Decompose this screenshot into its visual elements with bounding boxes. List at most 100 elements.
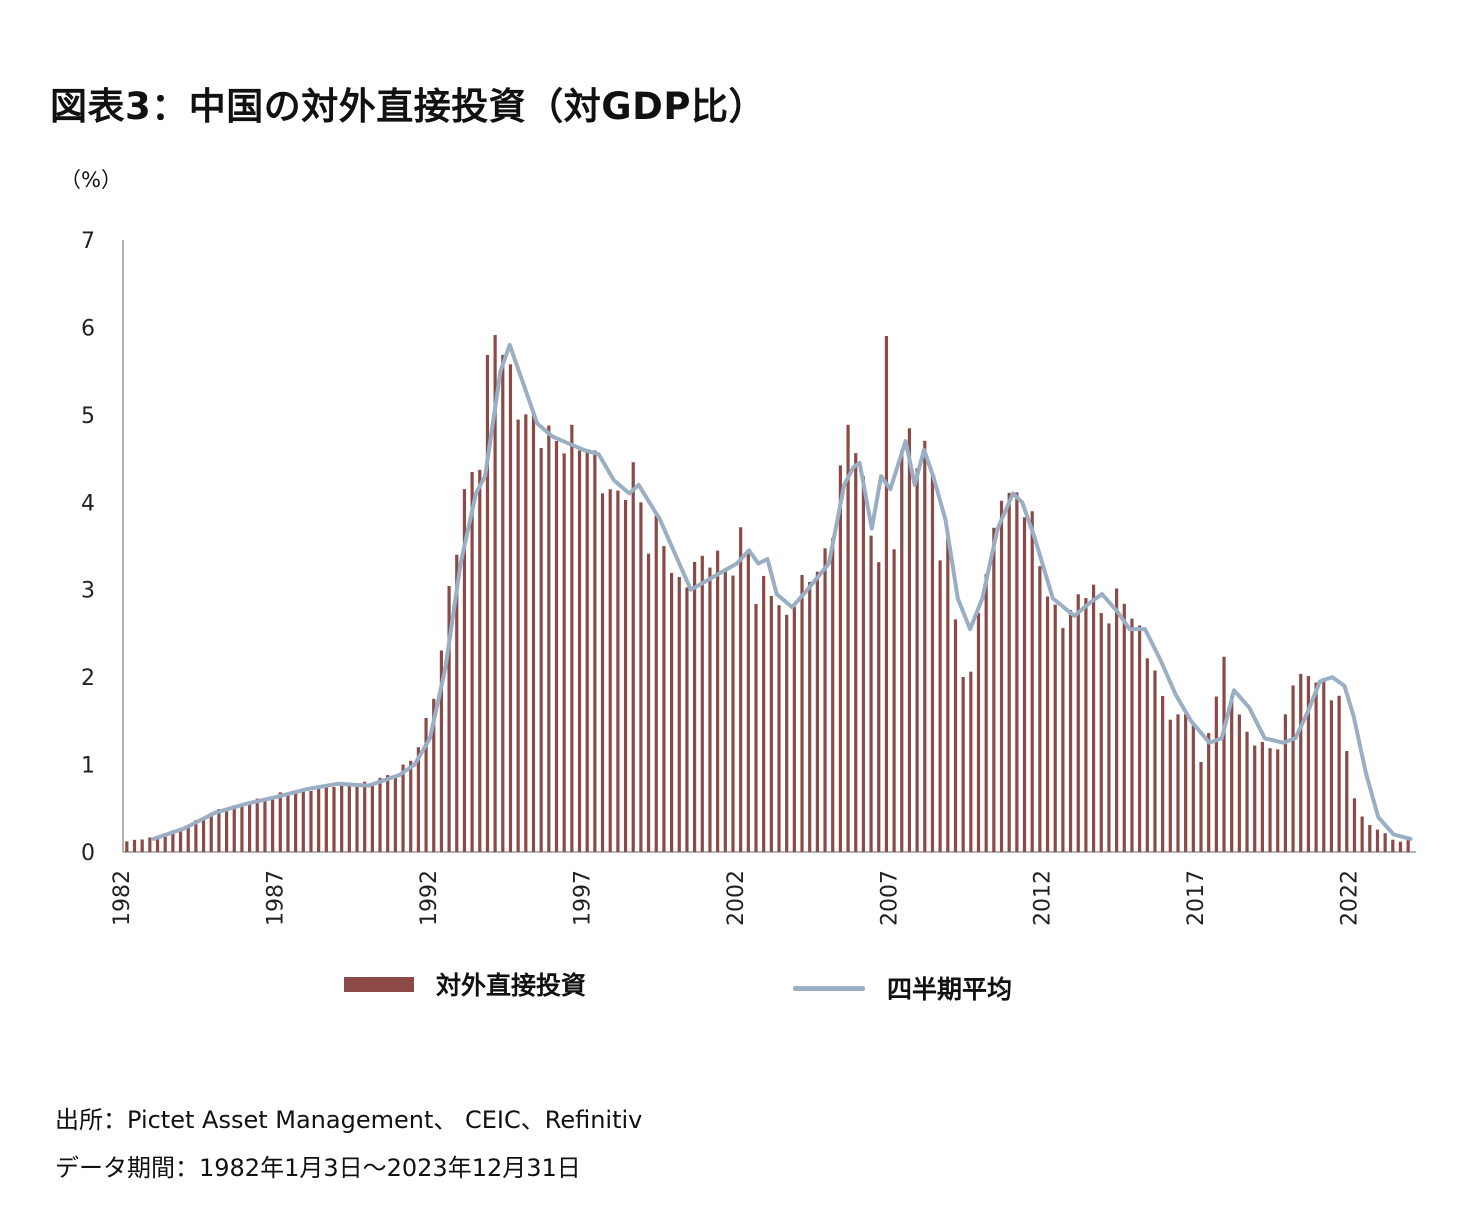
bar	[1214, 696, 1218, 852]
y-tick-label: 0	[81, 841, 95, 866]
bar	[769, 596, 773, 852]
bar	[969, 671, 973, 852]
bar	[1191, 723, 1195, 852]
bar	[1176, 714, 1180, 852]
bar	[1268, 748, 1272, 852]
bar	[823, 548, 827, 852]
x-tick-label: 1987	[263, 870, 288, 926]
bar	[1260, 741, 1264, 852]
y-axis-unit-label: （%）	[60, 168, 122, 192]
bar	[1130, 618, 1134, 852]
bar	[984, 573, 988, 852]
bar	[731, 575, 735, 852]
bar	[1352, 798, 1357, 852]
bar	[401, 764, 405, 852]
bar	[455, 554, 459, 852]
bar	[378, 777, 382, 852]
bar	[125, 841, 129, 852]
bar	[386, 775, 390, 852]
bar	[516, 419, 520, 852]
legend-line-swatch	[793, 985, 865, 991]
bar	[708, 567, 712, 852]
bar	[324, 786, 328, 852]
y-tick-label: 2	[81, 666, 95, 691]
bar	[1138, 625, 1142, 852]
bar	[739, 527, 743, 852]
x-tick-label: 1982	[110, 870, 135, 926]
bar	[1168, 719, 1172, 852]
bar	[700, 555, 704, 852]
bar	[693, 561, 697, 852]
bar	[424, 717, 428, 852]
bar	[493, 335, 497, 852]
bar	[148, 837, 152, 852]
bar	[1153, 670, 1157, 852]
source-note: 出所：Pictet Asset Management、 CEIC、Refinit…	[55, 1106, 643, 1134]
bar	[593, 450, 597, 852]
bar	[524, 414, 528, 852]
bar	[301, 788, 305, 852]
bar	[1398, 841, 1403, 852]
bar	[271, 796, 275, 852]
bar	[1329, 700, 1334, 852]
data-period-note: データ期間：1982年1月3日～2023年12月31日	[55, 1154, 581, 1182]
bar	[585, 452, 589, 852]
chart-title: 図表3：中国の対外直接投資（対GDP比）	[50, 85, 766, 128]
bar	[1230, 695, 1234, 852]
bar	[1237, 714, 1241, 852]
bar	[485, 354, 490, 852]
chart-axes	[122, 240, 1416, 853]
bar	[992, 527, 996, 852]
bar	[946, 537, 950, 852]
bar	[892, 549, 896, 852]
y-tick-label: 6	[81, 316, 95, 341]
bar	[884, 336, 889, 853]
bar	[1245, 731, 1249, 852]
bar	[1145, 658, 1149, 852]
bar	[1299, 673, 1303, 852]
x-axis-ticks: 1982 1987 1992 1997 2002 2007 2012 2017 2022	[110, 870, 1363, 926]
bar	[616, 490, 620, 852]
legend-item-fdi: 対外直接投資	[344, 966, 586, 1002]
bar	[1406, 837, 1410, 852]
bar	[531, 414, 536, 852]
bar	[501, 354, 505, 852]
bar	[646, 553, 651, 852]
y-axis-ticks: 0 1 2 3 4 5 6 7	[81, 229, 95, 866]
bar	[562, 453, 566, 852]
bar	[1030, 511, 1034, 852]
bar	[263, 799, 267, 852]
bar	[808, 581, 812, 852]
bar	[332, 787, 336, 852]
bar	[631, 462, 635, 852]
y-tick-label: 7	[81, 229, 95, 254]
bar	[869, 535, 873, 852]
bar	[999, 500, 1004, 852]
bar	[608, 489, 612, 852]
bar	[340, 781, 344, 852]
bar	[508, 364, 513, 852]
bar	[1368, 825, 1372, 852]
bar	[1015, 492, 1019, 852]
bar	[1253, 745, 1257, 852]
bar	[393, 776, 397, 852]
bar	[716, 550, 720, 852]
bar	[163, 834, 167, 852]
bar	[447, 586, 451, 852]
bar	[240, 804, 244, 852]
bar	[217, 808, 221, 852]
bar	[1283, 714, 1288, 852]
bar	[309, 790, 313, 852]
quarterly-average-line	[151, 342, 1413, 841]
y-tick-label: 3	[81, 579, 95, 604]
bar	[209, 812, 213, 852]
legend-label-quarterly-average: 四半期平均	[887, 975, 1013, 1004]
bar	[669, 572, 674, 852]
bar	[1068, 610, 1073, 852]
bar	[570, 424, 574, 852]
legend-item-quarterly-average: 四半期平均	[793, 970, 1012, 1006]
bar	[1383, 833, 1387, 852]
bar	[815, 571, 819, 852]
bar	[317, 785, 321, 852]
bar	[846, 424, 850, 852]
